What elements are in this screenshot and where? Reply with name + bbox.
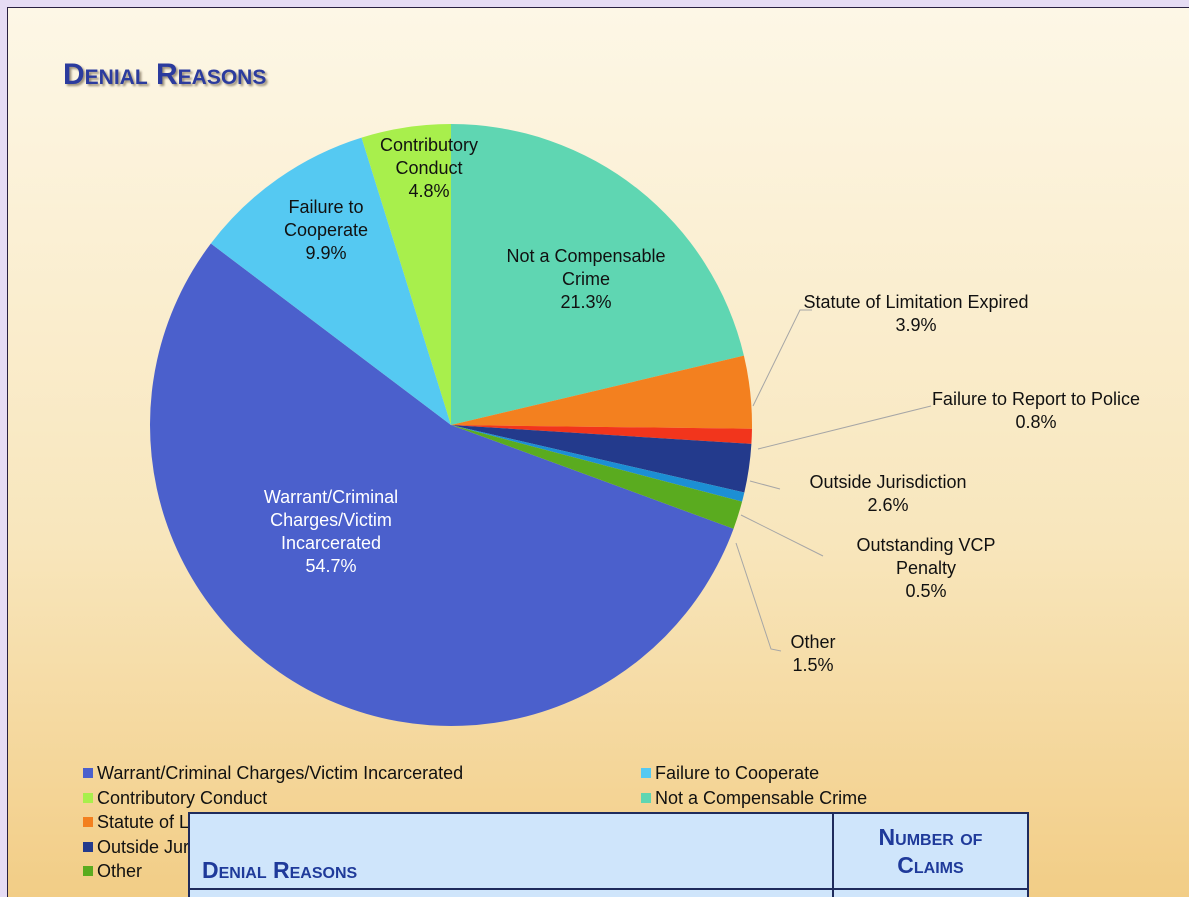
legend-label: Failure to Cooperate xyxy=(655,763,820,783)
pie-chart xyxy=(149,124,932,727)
label-category: Outside Jurisdiction xyxy=(809,472,967,492)
legend-label: Other xyxy=(97,861,143,881)
label-value: 0.8% xyxy=(1015,412,1057,432)
label-value: 4.8% xyxy=(408,181,450,201)
data-label: Warrant/Criminal Charges/Victim Incarcer… xyxy=(236,486,426,578)
data-label: Other 1.5% xyxy=(763,631,863,677)
leader-line xyxy=(735,542,782,652)
legend-swatch xyxy=(83,841,93,852)
legend-swatch xyxy=(83,866,93,876)
data-label: Outside Jurisdiction 2.6% xyxy=(773,471,1003,517)
legend-item: Not a Compensable Crime xyxy=(641,788,867,808)
cell xyxy=(188,888,834,897)
label-category: Not a Compensable Crime xyxy=(506,246,666,289)
header-row: Denial Reasons Number of Claims xyxy=(188,812,1029,890)
data-label: Outstanding VCP Penalty 0.5% xyxy=(836,534,1016,603)
label-category: Warrant/Criminal Charges/Victim Incarcer… xyxy=(263,487,399,553)
pie-slice xyxy=(451,355,752,429)
leader-line xyxy=(752,309,812,407)
legend-swatch xyxy=(641,792,651,803)
label-category: Outstanding VCP Penalty xyxy=(856,535,996,578)
label-value: 3.9% xyxy=(895,315,937,335)
label-category: Contributory Conduct xyxy=(379,135,479,178)
legend-swatch xyxy=(83,768,93,778)
legend-item: Contributory Conduct xyxy=(83,788,267,808)
legend-label: Warrant/Criminal Charges/Victim Incarcer… xyxy=(97,763,464,783)
data-label: Failure to Report to Police 0.8% xyxy=(931,388,1141,434)
label-category: Failure to Cooperate xyxy=(283,197,369,240)
pie-slice xyxy=(451,425,752,493)
label-category: Failure to Report to Police xyxy=(931,389,1141,409)
data-label: Failure to Cooperate 9.9% xyxy=(266,196,386,265)
data-label: Statute of Limitation Expired 3.9% xyxy=(796,291,1036,337)
leader-line xyxy=(749,480,781,490)
data-label: Contributory Conduct 4.8% xyxy=(364,134,494,203)
pie-slice xyxy=(210,137,451,426)
legend-swatch xyxy=(641,768,651,778)
legend-item: Warrant/Criminal Charges/Victim Incarcer… xyxy=(83,763,463,783)
label-value: 1.5% xyxy=(792,655,834,675)
pie-slice xyxy=(149,243,734,727)
header-cell: Denial Reasons xyxy=(188,812,834,890)
pie-slice xyxy=(451,124,744,425)
pie-slice xyxy=(451,425,745,502)
label-value: 2.6% xyxy=(867,495,909,515)
data-label: Not a Compensable Crime 21.3% xyxy=(486,245,686,314)
pie-slice xyxy=(451,425,743,529)
label-category: Other xyxy=(790,632,836,652)
legend-swatch xyxy=(83,817,93,827)
label-value: 54.7% xyxy=(305,556,357,576)
pie-slice xyxy=(361,124,451,425)
legend-label: Contributory Conduct xyxy=(97,787,268,808)
header-cell: Number of Claims xyxy=(832,812,1029,890)
label-value: 9.9% xyxy=(305,243,347,263)
legend-label: Not a Compensable Crime xyxy=(655,787,868,808)
legend-swatch xyxy=(83,792,93,803)
slide: Denial Reasons Warrant/Criminal Charges/… xyxy=(7,7,1189,897)
claims-table: Denial Reasons Number of Claims xyxy=(188,812,1029,897)
body-row xyxy=(188,888,1029,897)
label-category: Statute of Limitation Expired xyxy=(803,292,1029,312)
label-value: 21.3% xyxy=(560,292,612,312)
cell xyxy=(832,888,1029,897)
leader-line xyxy=(757,405,932,450)
legend-item: Failure to Cooperate xyxy=(641,763,819,783)
chart-title: Denial Reasons xyxy=(63,58,267,91)
leader-line xyxy=(740,514,824,557)
label-value: 0.5% xyxy=(905,581,947,601)
legend-item: Other xyxy=(83,861,142,881)
pie-slice xyxy=(451,425,752,444)
